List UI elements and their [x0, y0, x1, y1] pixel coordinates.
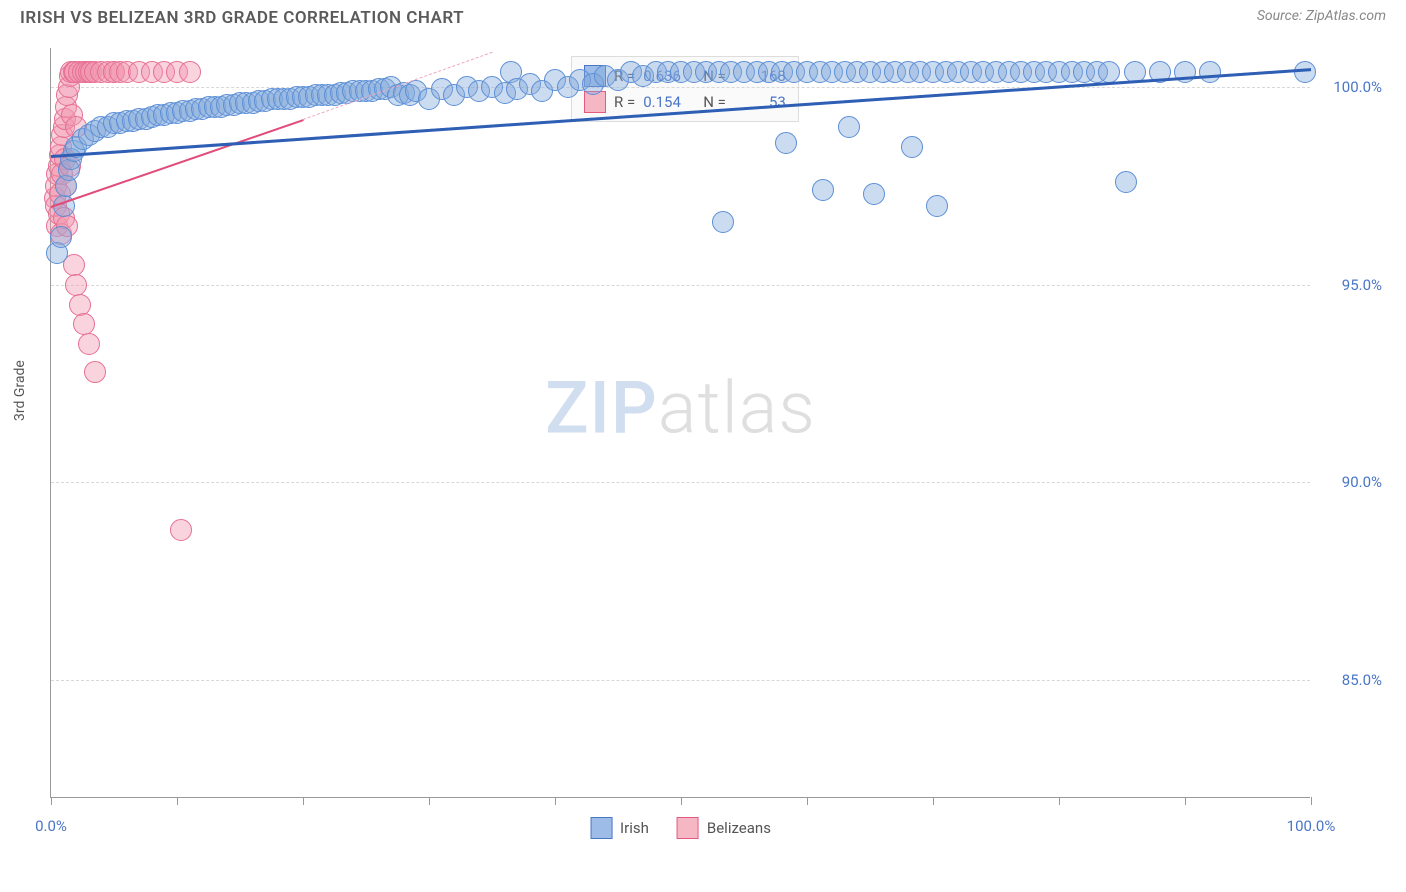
x-tick: [933, 797, 934, 805]
data-point-belizean: [65, 274, 87, 296]
data-point-belizean: [84, 361, 106, 383]
watermark-atlas: atlas: [658, 365, 816, 450]
gridline-h: [51, 482, 1310, 483]
data-point-belizean: [170, 519, 192, 541]
x-tick: [177, 797, 178, 805]
data-point-belizean: [78, 333, 100, 355]
gridline-h: [51, 285, 1310, 286]
legend-item: Belizeans: [677, 817, 771, 839]
legend-swatch: [584, 91, 606, 113]
gridline-h: [51, 680, 1310, 681]
x-tick: [1311, 797, 1312, 805]
x-tick: [1059, 797, 1060, 805]
data-point-belizean: [179, 61, 201, 83]
x-tick: [51, 797, 52, 805]
legend-label: Belizeans: [707, 819, 771, 837]
x-tick: [429, 797, 430, 805]
watermark: ZIPatlas: [545, 365, 816, 450]
chart-title: IRISH VS BELIZEAN 3RD GRADE CORRELATION …: [20, 8, 464, 28]
legend-label: Irish: [620, 819, 649, 837]
legend-swatch: [677, 817, 699, 839]
plot-area: ZIPatlas R =0.636N =168R =0.154N =53 Iri…: [50, 48, 1310, 798]
y-tick-label: 90.0%: [1318, 473, 1382, 491]
data-point-irish: [926, 195, 948, 217]
x-tick: [1185, 797, 1186, 805]
y-tick-label: 85.0%: [1318, 671, 1382, 689]
y-axis-label: 3rd Grade: [12, 360, 28, 421]
data-point-belizean: [73, 313, 95, 335]
watermark-zip: ZIP: [545, 365, 658, 450]
chart-container: 3rd Grade ZIPatlas R =0.636N =168R =0.15…: [50, 48, 1390, 838]
data-point-irish: [838, 116, 860, 138]
data-point-irish: [1115, 171, 1137, 193]
x-tick: [807, 797, 808, 805]
data-point-irish: [775, 132, 797, 154]
data-point-irish: [50, 226, 72, 248]
data-point-irish: [812, 179, 834, 201]
data-point-belizean: [69, 294, 91, 316]
data-point-irish: [1098, 61, 1120, 83]
gridline-h: [51, 87, 1310, 88]
x-tick: [555, 797, 556, 805]
legend-swatch: [590, 817, 612, 839]
y-tick-label: 95.0%: [1318, 276, 1382, 294]
source-attribution: Source: ZipAtlas.com: [1257, 8, 1386, 24]
data-point-irish: [863, 183, 885, 205]
y-tick-label: 100.0%: [1318, 78, 1382, 96]
stat-r-value: 0.154: [643, 93, 695, 111]
data-point-irish: [901, 136, 923, 158]
x-tick: [681, 797, 682, 805]
x-tick: [303, 797, 304, 805]
data-point-irish: [712, 211, 734, 233]
series-legend: Irish Belizeans: [590, 817, 771, 839]
x-tick-label: 100.0%: [1287, 817, 1336, 835]
data-point-irish: [1199, 61, 1221, 83]
stat-r-label: R =: [614, 93, 635, 111]
legend-item: Irish: [590, 817, 649, 839]
x-tick-label: 0.0%: [35, 817, 67, 835]
